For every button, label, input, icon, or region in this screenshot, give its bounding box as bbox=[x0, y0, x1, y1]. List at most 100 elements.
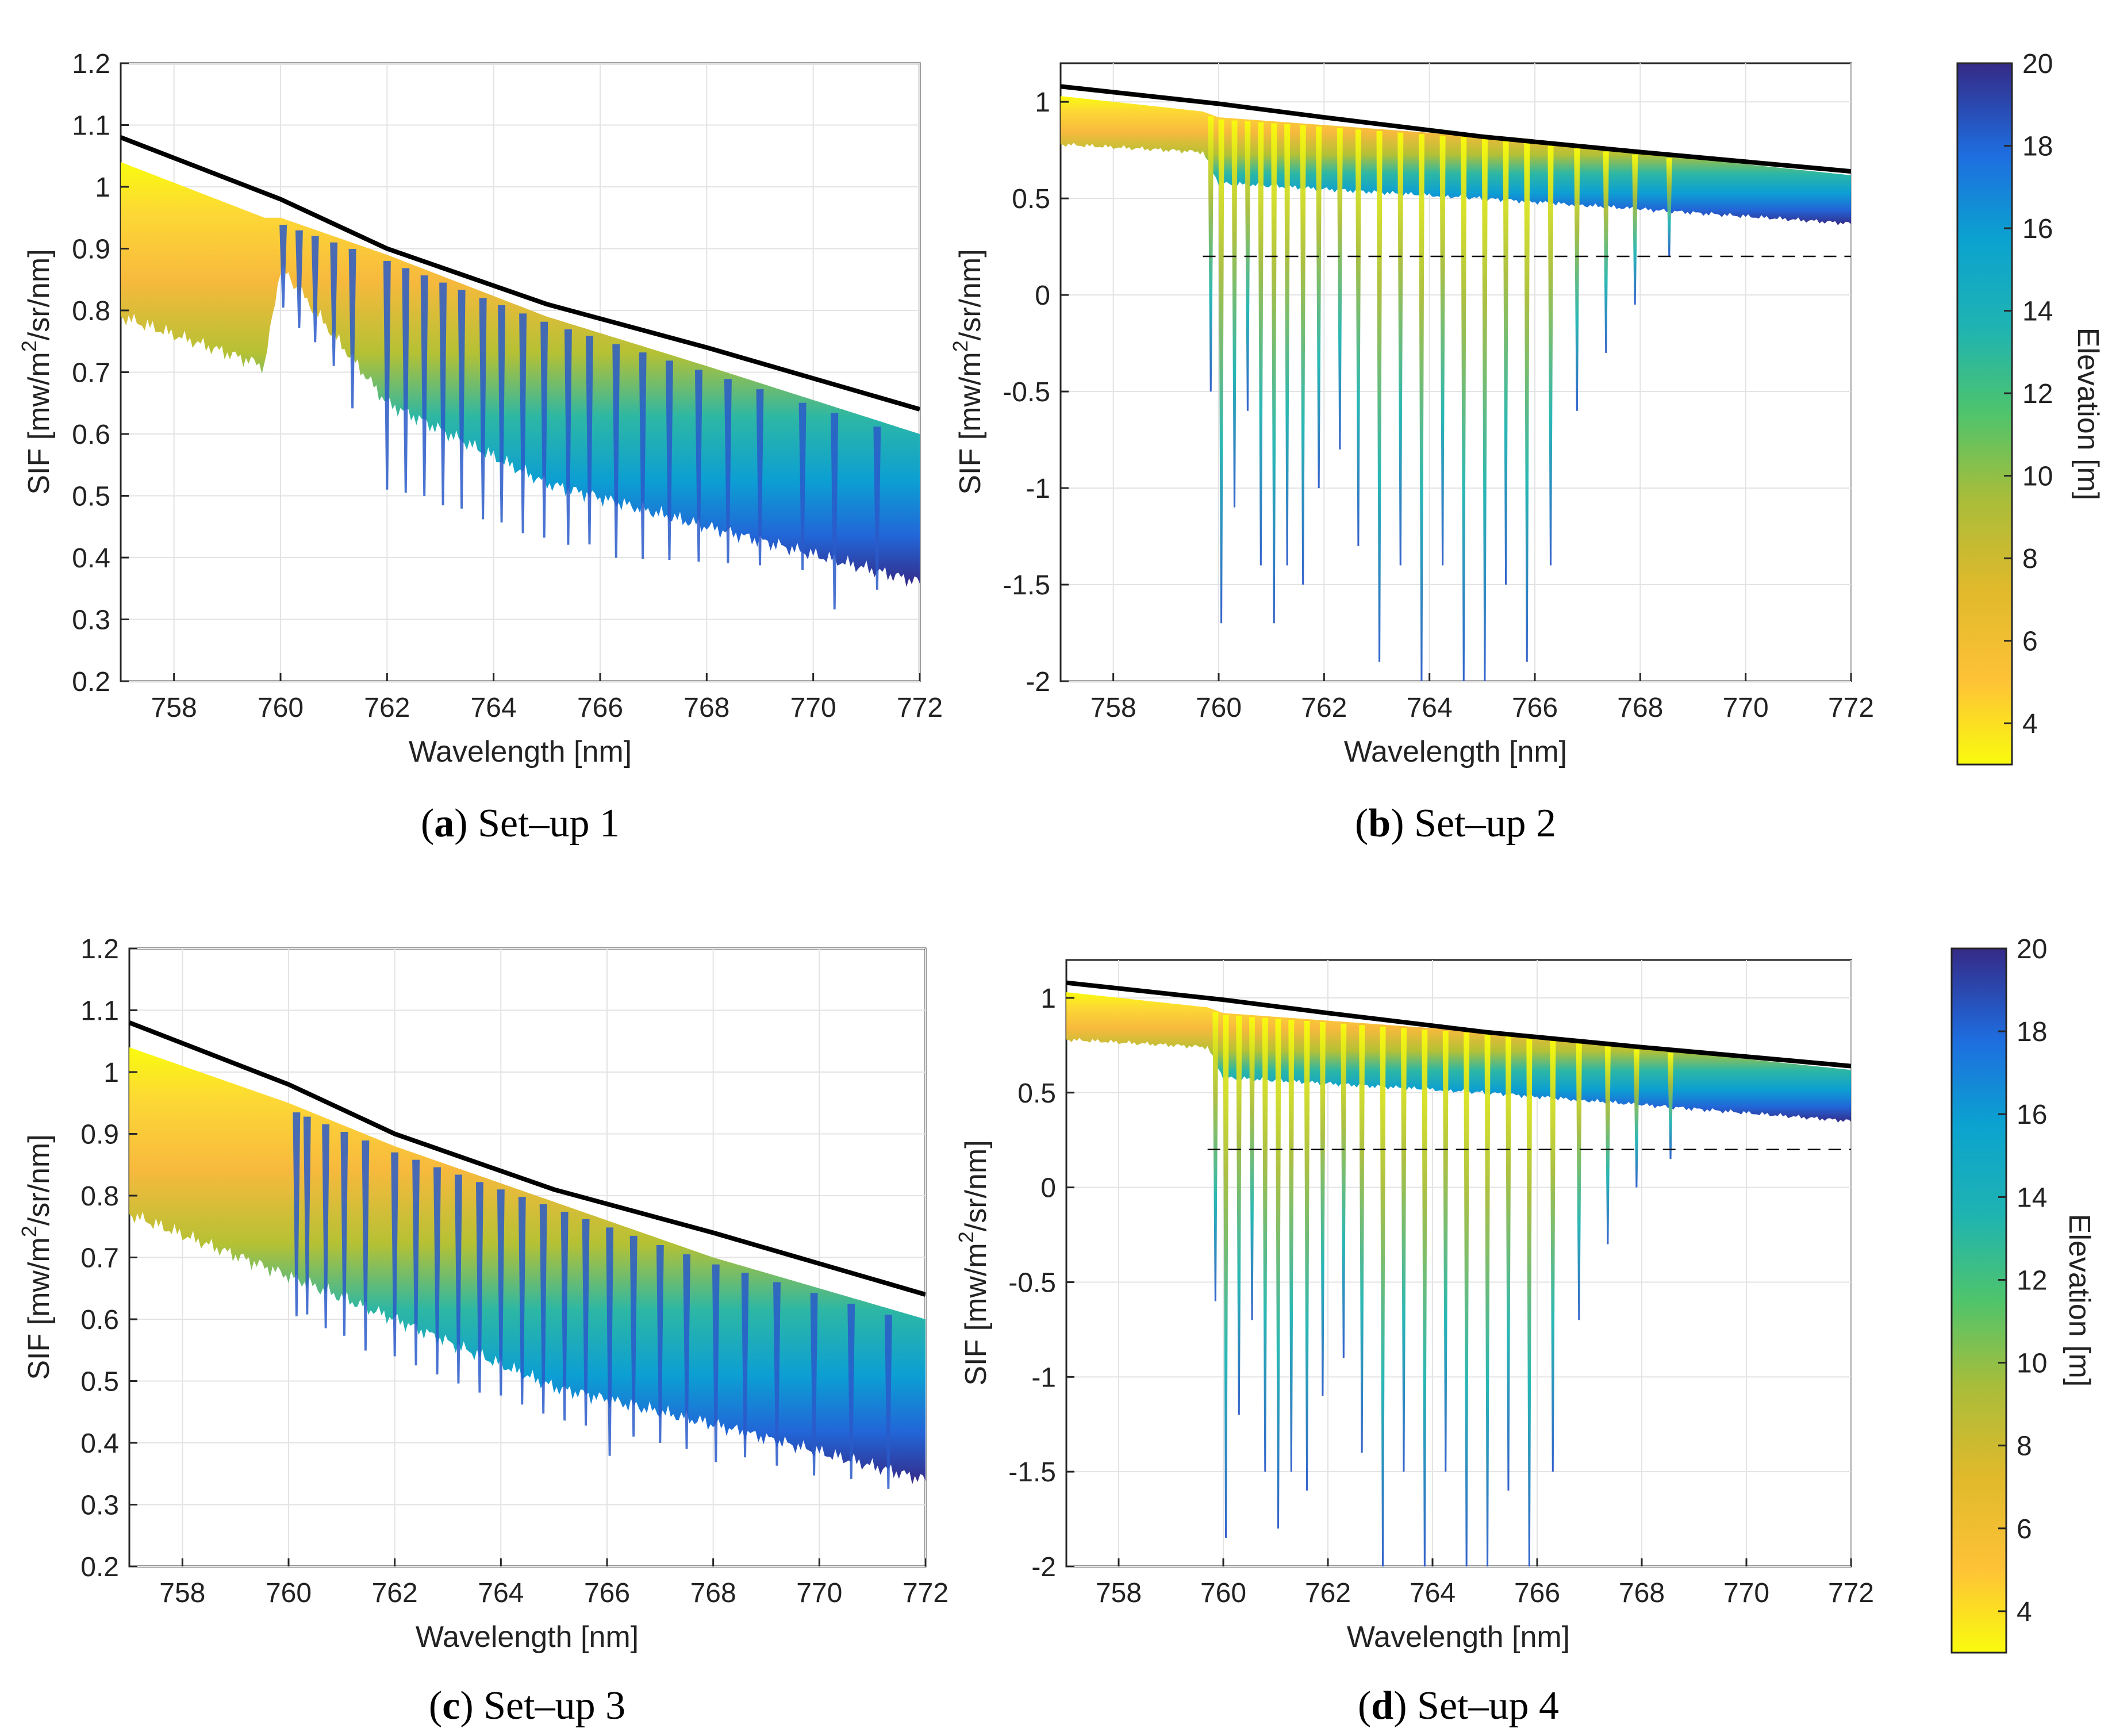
absorption-line bbox=[712, 1264, 720, 1462]
xtick-label: 758 bbox=[1096, 1578, 1142, 1608]
absorption-line bbox=[295, 230, 303, 328]
xtick-label: 772 bbox=[1828, 693, 1874, 723]
ytick-label: -1.5 bbox=[1008, 1457, 1056, 1488]
ytick-label: -0.5 bbox=[1003, 377, 1050, 408]
xtick-label: 768 bbox=[690, 1578, 736, 1608]
absorption-line bbox=[1397, 132, 1404, 566]
panel-d: 758 760 762 764 766 768 770 772 -2 -1.5 -1 -0.5 0 0.… bbox=[954, 959, 1874, 1728]
colorbar-tick-label: 12 bbox=[2022, 379, 2053, 409]
absorption-line bbox=[475, 1182, 483, 1393]
absorption-line bbox=[1245, 121, 1251, 411]
ytick-label: -1 bbox=[1026, 474, 1050, 504]
xtick-label: 764 bbox=[471, 693, 517, 723]
absorption-line bbox=[348, 249, 356, 409]
ytick-label: -1.5 bbox=[1003, 570, 1050, 601]
colorbar-bottom-label: Elevation [m] bbox=[2063, 1214, 2096, 1387]
ylabel-b: SIF [mw/m2/sr/nm] bbox=[949, 249, 987, 494]
colorbar-tick-label: 8 bbox=[2022, 544, 2038, 574]
ytick-label: 0.3 bbox=[80, 1491, 119, 1521]
absorption-line bbox=[322, 1124, 330, 1328]
ytick-label: 1.2 bbox=[72, 49, 110, 79]
caption-a: (a) Set–up 1 bbox=[421, 801, 620, 846]
absorption-line bbox=[330, 242, 338, 366]
absorption-line bbox=[279, 225, 287, 308]
ylabel-b-sup: 2 bbox=[949, 340, 972, 352]
absorption-line bbox=[1442, 1031, 1449, 1472]
ylabel-d-sup: 2 bbox=[954, 1231, 978, 1243]
ylabel-c-main: SIF [mw/m bbox=[22, 1237, 56, 1380]
absorption-line bbox=[582, 1219, 590, 1426]
reference-line-b bbox=[1061, 84, 1851, 174]
absorption-line bbox=[1341, 1023, 1347, 1358]
absorption-line bbox=[1376, 130, 1383, 662]
absorption-line bbox=[1633, 1049, 1639, 1188]
absorption-line bbox=[1464, 1032, 1470, 1566]
ytick-label: 0.7 bbox=[72, 358, 110, 389]
absorption-line bbox=[798, 402, 807, 571]
absorption-line bbox=[1275, 1019, 1281, 1529]
absorption-line bbox=[1337, 128, 1343, 450]
reference-line-d bbox=[1066, 980, 1851, 1069]
absorption-line bbox=[756, 389, 764, 566]
absorption-line bbox=[1481, 139, 1488, 681]
ylabel-b-main: SIF [mw/m bbox=[954, 352, 987, 494]
colorbar-tick-label: 4 bbox=[2017, 1597, 2032, 1627]
absorption-line bbox=[1632, 154, 1638, 305]
absorption-line bbox=[1284, 124, 1291, 566]
absorption-line bbox=[1300, 125, 1306, 585]
absorption-line bbox=[639, 352, 647, 559]
absorption-line bbox=[1380, 1026, 1386, 1566]
absorption-line bbox=[1359, 1025, 1365, 1453]
data-layer-d bbox=[1066, 980, 1851, 1566]
grid-a bbox=[121, 63, 920, 682]
ylabel-c: SIF [mw/m2/sr/nm] bbox=[17, 1134, 56, 1380]
xlabel-c: Wavelength [nm] bbox=[416, 1620, 639, 1654]
ytick-label: 0.9 bbox=[80, 1120, 119, 1150]
xtick-label: 762 bbox=[372, 1578, 418, 1608]
xtick-label: 768 bbox=[683, 693, 729, 723]
absorption-line bbox=[412, 1159, 420, 1366]
xticks-b: 758 760 762 764 766 768 770 772 bbox=[1090, 673, 1874, 723]
colorbar-tick-label: 14 bbox=[2017, 1182, 2047, 1213]
ylabel-d: SIF [mw/m2/sr/nm] bbox=[954, 1140, 993, 1385]
absorption-line bbox=[606, 1227, 614, 1456]
data-layer-a bbox=[121, 135, 920, 610]
xtick-label: 760 bbox=[1196, 693, 1242, 723]
absorption-line bbox=[433, 1167, 441, 1375]
panel-a: 758 760 762 764 766 768 770 772 0.2 0.3 0.4 0.5 0.6… bbox=[17, 49, 943, 846]
ytick-label: 0.9 bbox=[72, 235, 110, 265]
ylabel-c-tail: /sr/nm] bbox=[22, 1134, 56, 1226]
xtick-label: 766 bbox=[577, 693, 623, 723]
ytick-label: 1 bbox=[1040, 984, 1056, 1014]
absorption-line bbox=[340, 1132, 348, 1336]
absorption-line bbox=[741, 1273, 749, 1458]
xtick-label: 760 bbox=[258, 693, 304, 723]
reference-line-a bbox=[121, 135, 920, 412]
ylabel-b-tail: /sr/nm] bbox=[954, 249, 987, 340]
absorption-line bbox=[1576, 1043, 1582, 1320]
absorption-line bbox=[884, 1314, 892, 1489]
colorbar-tick-label: 18 bbox=[2022, 132, 2053, 162]
absorption-line bbox=[1355, 129, 1361, 546]
ylabel-d-tail: /sr/nm] bbox=[959, 1140, 993, 1231]
caption-b: (b) Set–up 2 bbox=[1355, 801, 1556, 846]
xtick-label: 762 bbox=[364, 693, 410, 723]
absorption-line bbox=[1262, 1017, 1268, 1472]
reference-line-c bbox=[129, 1020, 926, 1297]
absorption-line bbox=[1668, 1053, 1674, 1159]
absorption-line bbox=[1418, 134, 1424, 681]
absorption-line bbox=[1439, 135, 1446, 566]
absorption-line bbox=[585, 336, 593, 545]
xtick-label: 770 bbox=[1723, 1578, 1769, 1608]
ytick-label: 0 bbox=[1035, 281, 1050, 311]
ytick-label: 1 bbox=[1035, 87, 1050, 118]
absorption-line bbox=[1503, 141, 1509, 585]
absorption-line bbox=[773, 1282, 781, 1466]
ytick-label: 0 bbox=[1040, 1173, 1056, 1204]
absorption-line bbox=[1400, 1028, 1407, 1472]
ytick-label: 0.8 bbox=[80, 1181, 119, 1212]
ytick-label: 0.3 bbox=[72, 605, 110, 636]
xticks-c: 758 760 762 764 766 768 770 772 bbox=[159, 1558, 949, 1608]
xtick-label: 758 bbox=[159, 1578, 205, 1608]
xtick-label: 760 bbox=[1200, 1578, 1246, 1608]
